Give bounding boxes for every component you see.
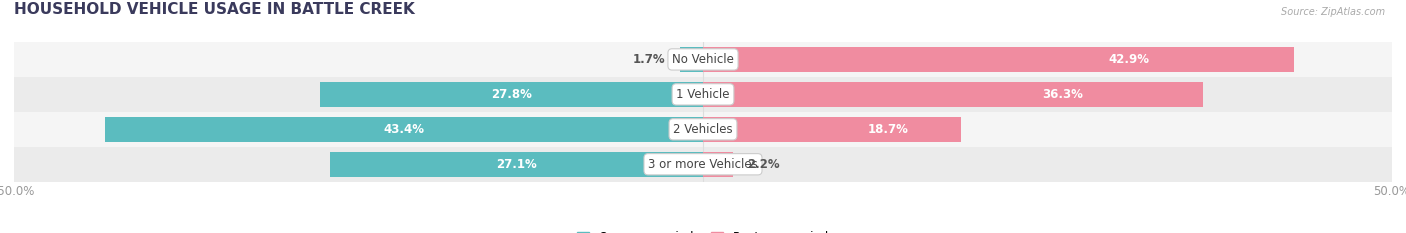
Legend: Owner-occupied, Renter-occupied: Owner-occupied, Renter-occupied	[572, 226, 834, 233]
Bar	[105, 117, 703, 142]
Text: 43.4%: 43.4%	[384, 123, 425, 136]
Bar	[14, 112, 1392, 147]
Text: 2 Vehicles: 2 Vehicles	[673, 123, 733, 136]
Text: HOUSEHOLD VEHICLE USAGE IN BATTLE CREEK: HOUSEHOLD VEHICLE USAGE IN BATTLE CREEK	[14, 3, 415, 17]
Text: 1 Vehicle: 1 Vehicle	[676, 88, 730, 101]
Bar	[703, 117, 960, 142]
Bar	[14, 42, 1392, 77]
Text: 36.3%: 36.3%	[1043, 88, 1084, 101]
Bar	[703, 152, 734, 177]
Text: 18.7%: 18.7%	[868, 123, 908, 136]
Text: 1.7%: 1.7%	[633, 53, 666, 66]
Text: 3 or more Vehicles: 3 or more Vehicles	[648, 158, 758, 171]
Bar	[14, 77, 1392, 112]
Bar	[703, 47, 1294, 72]
Bar	[679, 47, 703, 72]
Bar	[14, 147, 1392, 182]
Text: Source: ZipAtlas.com: Source: ZipAtlas.com	[1281, 7, 1385, 17]
Bar	[329, 152, 703, 177]
Text: 27.1%: 27.1%	[496, 158, 537, 171]
Text: No Vehicle: No Vehicle	[672, 53, 734, 66]
Bar	[703, 82, 1204, 107]
Text: 27.8%: 27.8%	[491, 88, 531, 101]
Bar	[321, 82, 703, 107]
Text: 2.2%: 2.2%	[747, 158, 780, 171]
Text: 42.9%: 42.9%	[1108, 53, 1149, 66]
